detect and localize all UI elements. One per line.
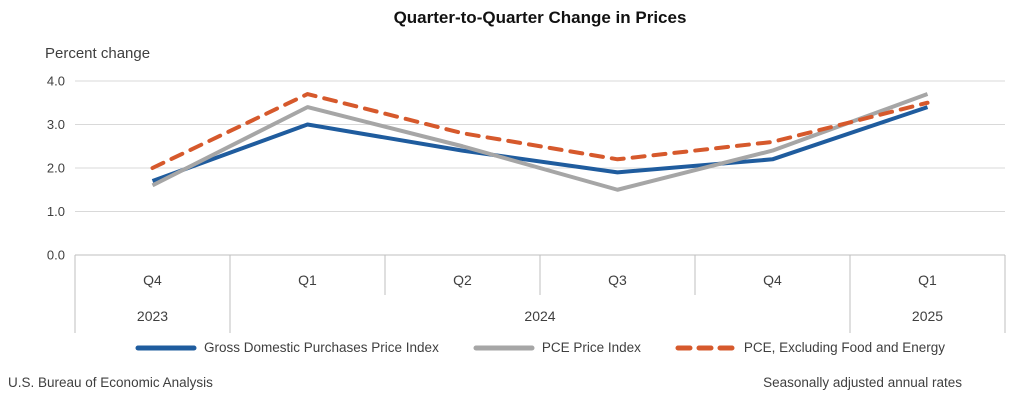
quarter-label: Q4 — [143, 272, 162, 288]
quarter-label: Q1 — [298, 272, 317, 288]
quarter-label: Q1 — [918, 272, 937, 288]
source-note: U.S. Bureau of Economic Analysis — [8, 375, 213, 390]
y-tick-label: 1.0 — [47, 204, 65, 219]
series-line-1 — [151, 105, 929, 183]
y-tick-label: 4.0 — [47, 74, 65, 89]
legend-item-3: PCE, Excluding Food and Energy — [675, 340, 945, 355]
y-tick-label: 0.0 — [47, 248, 65, 263]
series-line-2 — [151, 92, 929, 192]
adjustment-note: Seasonally adjusted annual rates — [763, 375, 962, 390]
year-label: 2023 — [137, 308, 168, 324]
legend: Gross Domestic Purchases Price Index PCE … — [75, 340, 1005, 355]
quarter-label: Q3 — [608, 272, 627, 288]
footer: U.S. Bureau of Economic Analysis Seasona… — [0, 375, 1024, 390]
legend-label: PCE Price Index — [541, 340, 641, 355]
legend-item-2: PCE Price Index — [473, 340, 641, 355]
year-label: 2025 — [912, 308, 943, 324]
legend-label: Gross Domestic Purchases Price Index — [203, 340, 439, 355]
chart-title: Quarter-to-Quarter Change in Prices — [393, 8, 687, 27]
quarter-label: Q2 — [453, 272, 472, 288]
year-label: 2024 — [524, 308, 555, 324]
legend-swatch-2 — [473, 345, 535, 350]
legend-swatch-1 — [135, 345, 197, 350]
series-line-3 — [150, 92, 930, 170]
y-tick-label: 3.0 — [47, 117, 65, 132]
quarter-label: Q4 — [763, 272, 782, 288]
legend-item-1: Gross Domestic Purchases Price Index — [135, 340, 439, 355]
legend-label: PCE, Excluding Food and Energy — [743, 340, 945, 355]
y-tick-label: 2.0 — [47, 161, 65, 176]
y-axis-title: Percent change — [45, 45, 151, 62]
legend-swatch-3 — [675, 345, 737, 350]
